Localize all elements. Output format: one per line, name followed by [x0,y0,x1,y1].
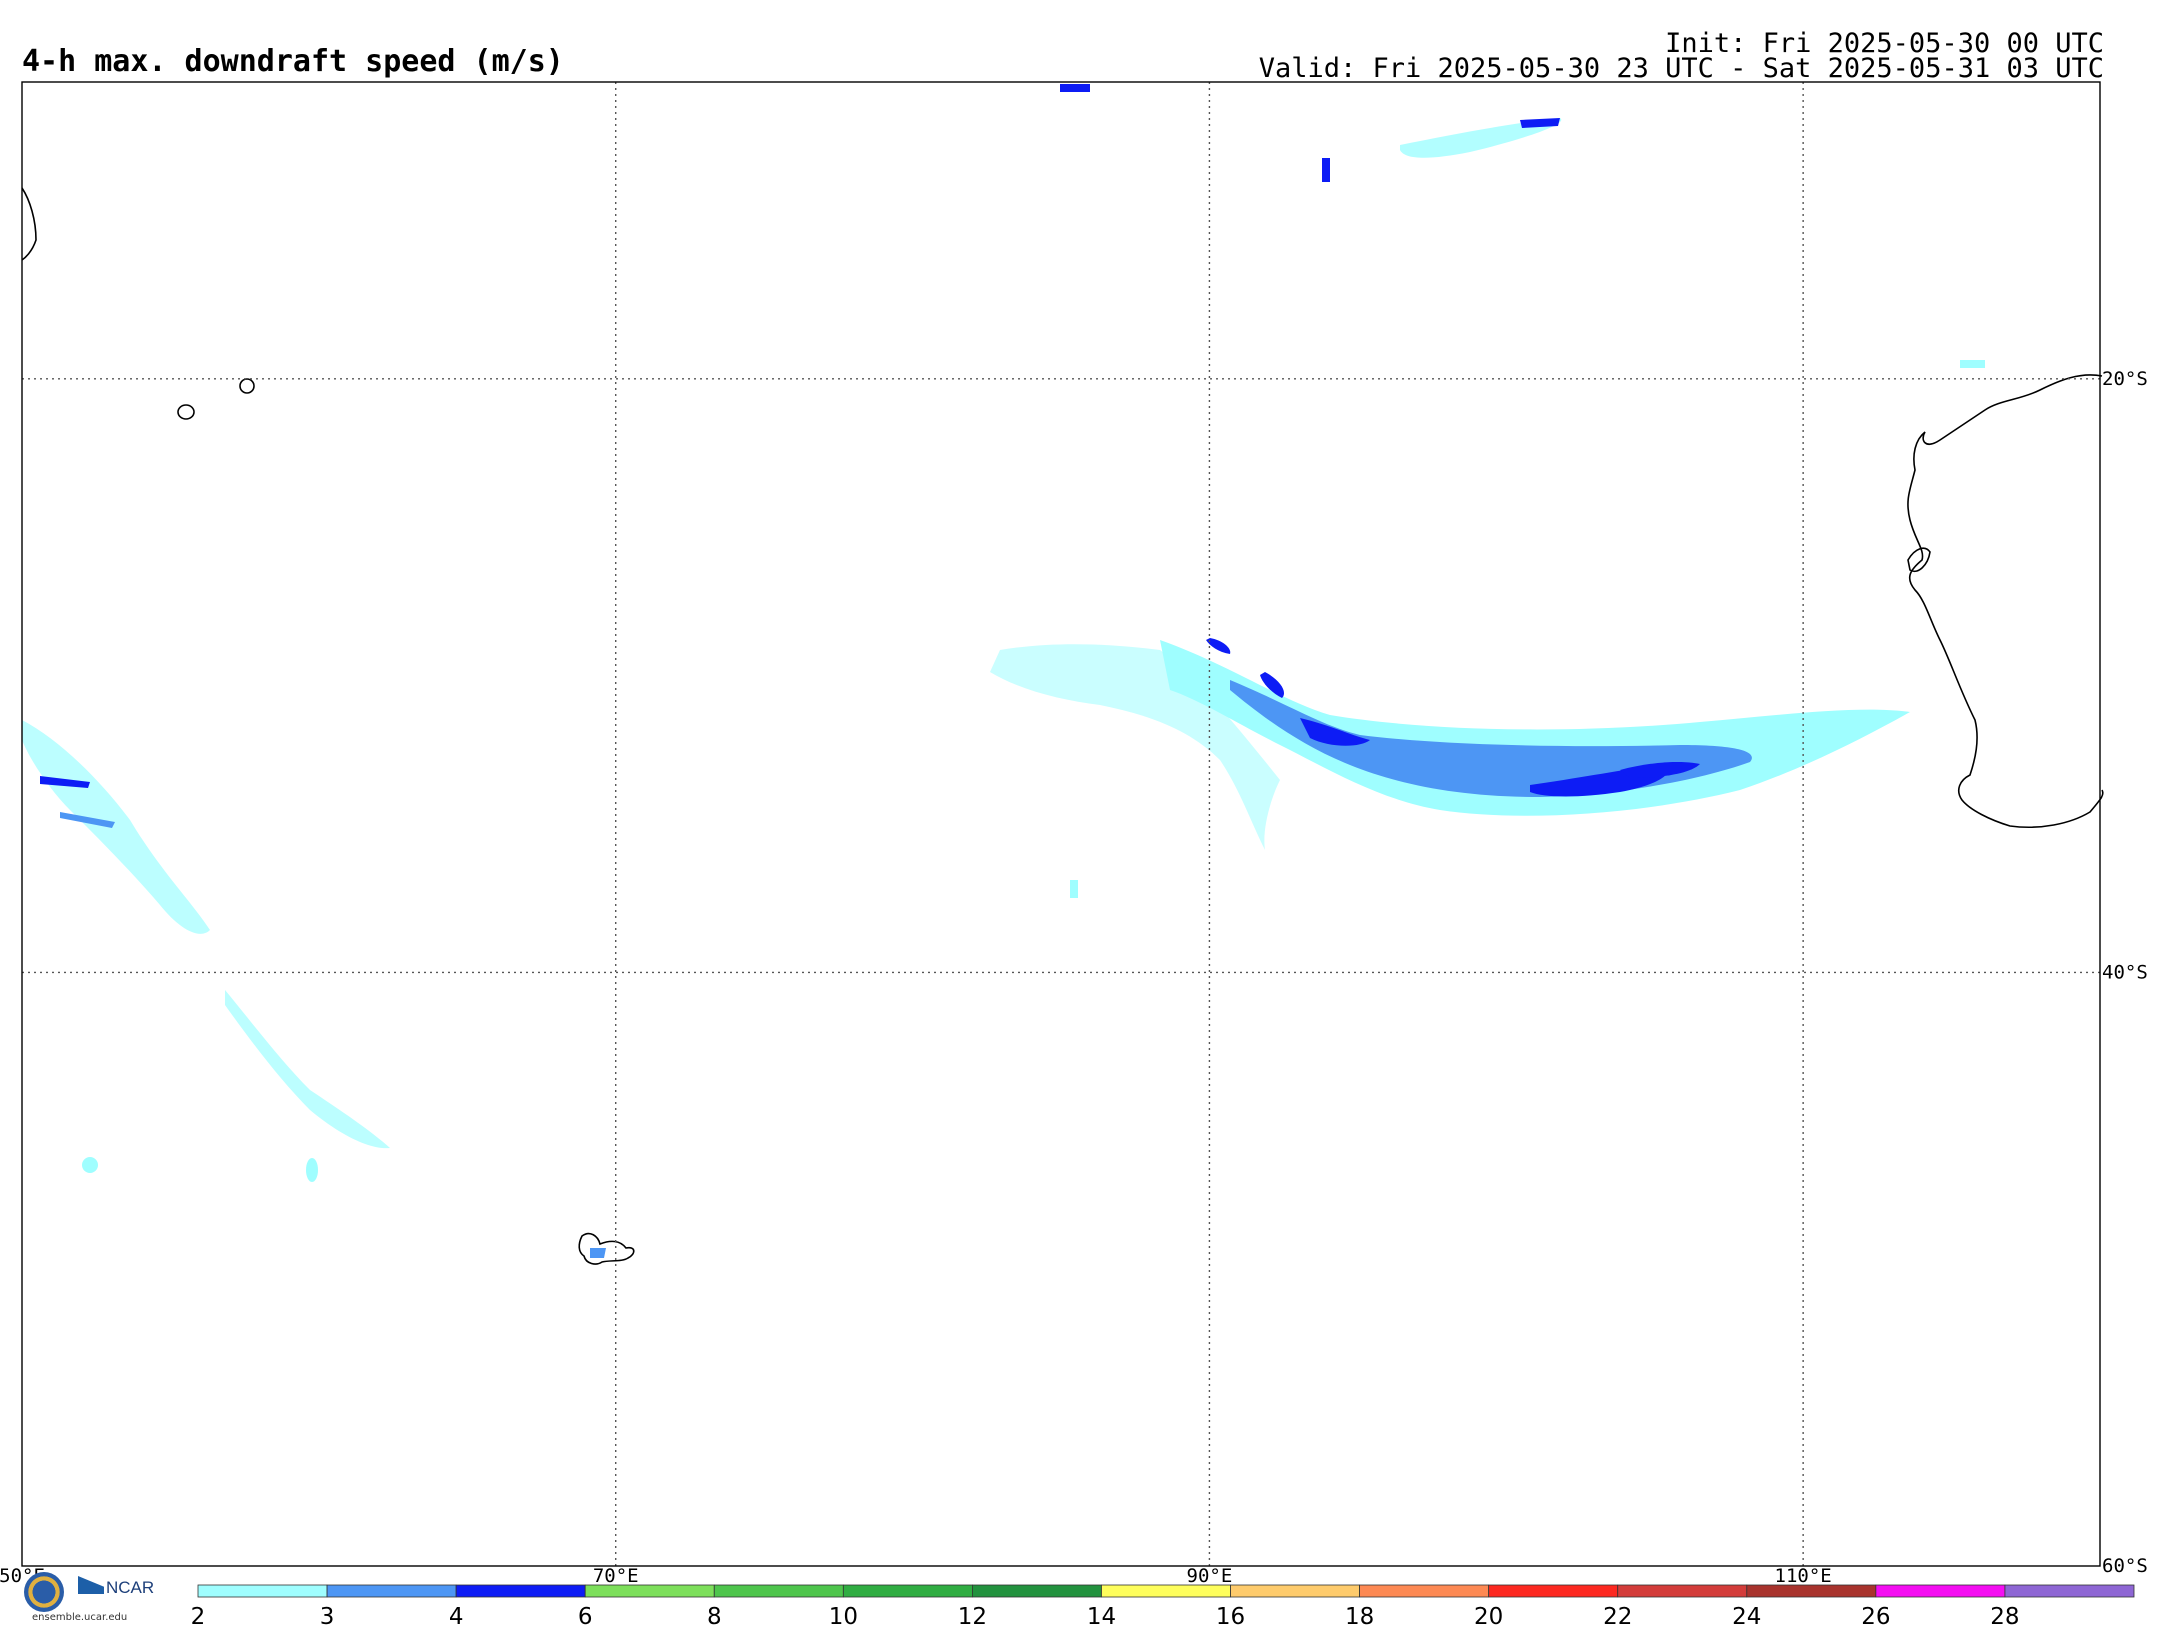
downdraft-area-light [22,720,210,934]
colorbar-tick-label: 14 [1087,1604,1116,1626]
logo-block: NCAR ensemble.ucar.edu [24,1568,154,1626]
nsf-logo-icon [24,1572,64,1612]
coastline-kerguelen [578,1232,635,1265]
colorbar-swatch [2004,1584,2135,1598]
map-title: 4-h max. downdraft speed (m/s) [22,44,564,79]
longitude-labels: 50°E 70°E 90°E 110°E [0,1565,1832,1587]
colorbar-swatch [455,1584,586,1598]
colorbar-swatch [1488,1584,1619,1598]
coastline-australia [1907,547,1931,572]
colorbar-tick-label: 2 [191,1604,206,1626]
colorbar-tick-label: 28 [1990,1604,2019,1626]
colorbar-tick-label: 12 [958,1604,987,1626]
colorbar-swatch [1101,1584,1231,1598]
colorbar-tick-label: 6 [578,1604,593,1626]
downdraft-area-dark [1060,84,1090,92]
colorbar-swatch [1359,1584,1490,1598]
latitude-label: 60°S [2102,1555,2148,1577]
colorbar-tick-label: 3 [320,1604,335,1626]
colorbar: 2 3 4 6 8 10 12 14 16 18 20 22 24 26 28 [191,1584,2135,1626]
colorbar-swatch [1617,1584,1748,1598]
colorbar-tick-label: 18 [1345,1604,1374,1626]
colorbar-tick-label: 26 [1861,1604,1890,1626]
colorbar-tick-label: 8 [707,1604,722,1626]
downdraft-area-light [1960,360,1985,368]
colorbar-swatch [326,1584,457,1598]
downdraft-area-dark [1520,118,1560,128]
valid-time: Valid: Fri 2025-05-30 23 UTC - Sat 2025-… [1258,53,2104,84]
downdraft-area-dark [1206,638,1231,654]
colorbar-tick-label: 10 [829,1604,858,1626]
colorbar-swatch [1230,1584,1360,1598]
downdraft-area-light [1160,640,1910,816]
latitude-labels: 20°S 40°S 60°S [2102,368,2148,1577]
downdraft-area-light [306,1158,318,1182]
colorbar-tick-label: 4 [449,1604,464,1626]
ncar-logo-text: NCAR [106,1578,155,1597]
downdraft-area-dark [40,776,90,788]
colorbar-swatch [1875,1584,2006,1598]
graticule [22,82,2100,1566]
longitude-label: 110°E [1775,1565,1832,1587]
longitude-label: 70°E [593,1565,639,1587]
downdraft-area-dark [1620,762,1700,778]
coastline-reunion [177,404,195,420]
coastlines [21,187,2104,1265]
map-frame [21,81,2101,1567]
colorbar-tick-label: 24 [1732,1604,1761,1626]
downdraft-area-light [82,1157,98,1173]
colorbar-tick-label: 16 [1216,1604,1245,1626]
site-url: ensemble.ucar.edu [32,1612,128,1623]
latitude-label: 20°S [2102,368,2148,390]
colorbar-tick-label: 20 [1474,1604,1503,1626]
downdraft-area-light [990,644,1280,850]
colorbar-swatch [842,1584,973,1598]
downdraft-field [22,84,1985,1258]
colorbar-swatch [197,1584,328,1598]
colorbar-swatch [972,1584,1102,1598]
colorbar-swatch [713,1584,844,1598]
colorbar-swatch [1746,1584,1877,1598]
downdraft-area-dark [1260,672,1285,698]
ncar-logo-icon [78,1576,104,1594]
downdraft-area-light [225,990,390,1149]
colorbar-tick-label: 22 [1603,1604,1632,1626]
downdraft-area-mid [1230,680,1752,797]
coastline-mauritius [239,378,255,394]
downdraft-area-light [1070,880,1078,898]
longitude-label: 90°E [1187,1565,1233,1587]
colorbar-swatch [584,1584,715,1598]
downdraft-area-dark [1322,158,1330,182]
downdraft-area-mid [60,812,115,828]
init-time: Init: Fri 2025-05-30 00 UTC [1665,28,2104,59]
downdraft-area-mid [590,1248,606,1258]
coastline-madagascar [21,187,37,261]
downdraft-area-light [1400,118,1562,158]
coastline-australia [1907,374,2104,829]
latitude-label: 40°S [2102,961,2148,983]
downdraft-area-dark [1300,718,1370,746]
